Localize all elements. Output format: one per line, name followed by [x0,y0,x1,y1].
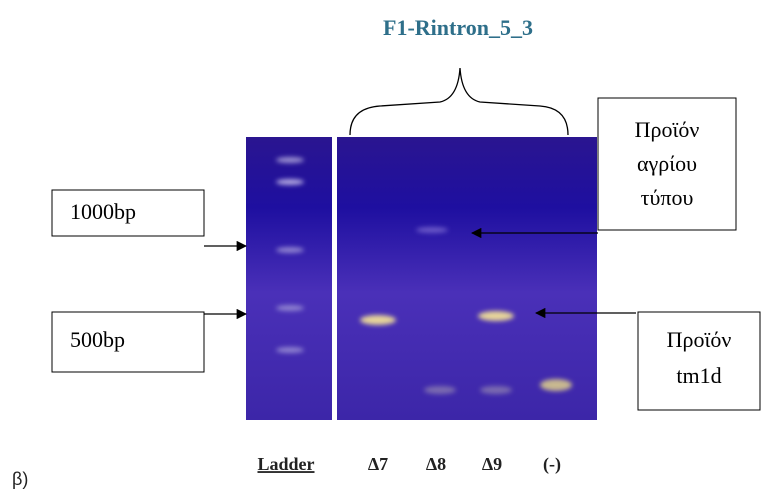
figure: F1-Rintron_5_3 1000bp 500bp Προϊόν αγρίο… [0,0,764,494]
lane-label: Δ8 [426,454,446,474]
lane-label: Δ7 [368,454,388,474]
product-label: αγρίου [637,151,697,176]
lane-label: Ladder [257,454,314,474]
product-label: Προϊόν [667,327,732,352]
product-label: tm1d [676,363,721,388]
panel-label: β) [12,469,28,489]
product-label: τύπου [641,185,694,210]
figure-title: F1-Rintron_5_3 [383,15,533,40]
lane-label: Δ9 [482,454,502,474]
brace [350,68,568,135]
marker-label: 1000bp [70,199,136,224]
lane-label: (-) [543,454,561,475]
product-label: Προϊόν [635,117,700,142]
gel-image [246,137,597,420]
marker-label: 500bp [70,327,125,352]
